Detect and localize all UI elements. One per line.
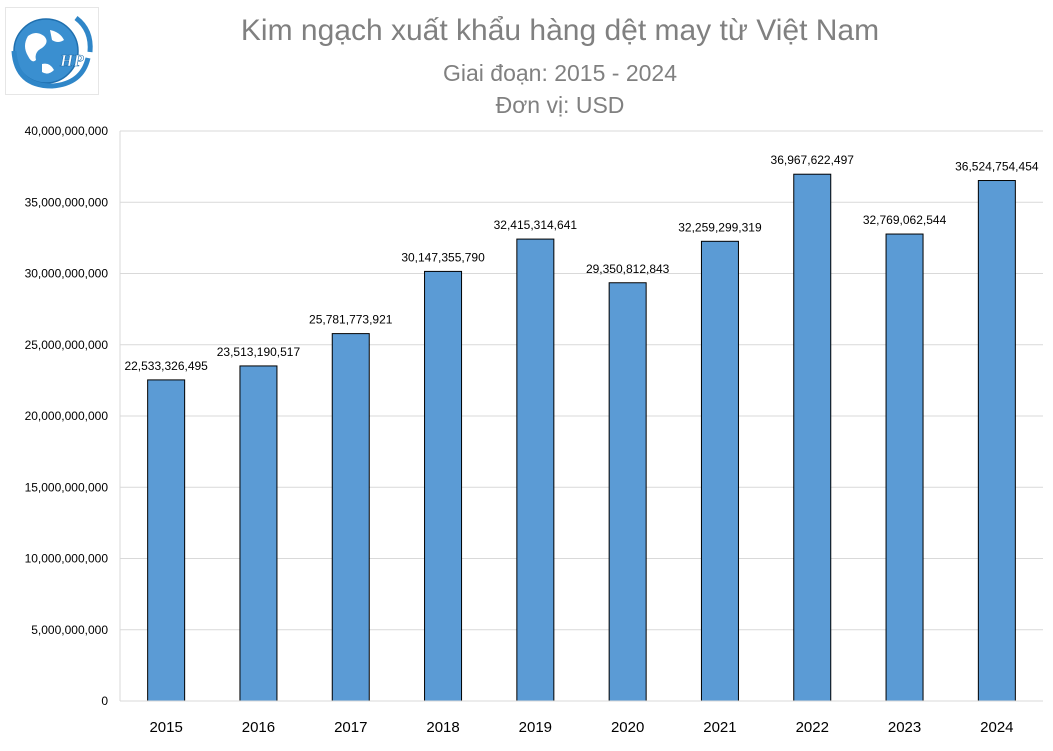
bar-2017: [331, 333, 370, 702]
y-tick-label: 10,000,000,000: [25, 552, 109, 566]
logo: HP: [5, 7, 99, 95]
chart-title: Kim ngạch xuất khẩu hàng dệt may từ Việt…: [240, 14, 880, 47]
data-label-2016: 23,513,190,517: [217, 345, 301, 359]
bar-2015: [147, 379, 186, 702]
bar-2022: [793, 173, 832, 702]
x-tick-label: 2017: [334, 719, 367, 736]
chart-unit: Đơn vị: USD: [495, 92, 625, 118]
x-tick-label: 2016: [242, 719, 275, 736]
x-tick-label: 2020: [611, 719, 644, 736]
chart-subtitle: Giai đoạn: 2015 - 2024: [442, 60, 677, 86]
y-tick-label: 30,000,000,000: [25, 267, 109, 281]
data-label-2020: 29,350,812,843: [586, 262, 670, 276]
data-label-2019: 32,415,314,641: [494, 218, 578, 232]
data-label-2015: 22,533,326,495: [124, 359, 208, 373]
y-tick-label: 5,000,000,000: [31, 623, 108, 637]
y-tick-label: 20,000,000,000: [25, 409, 109, 423]
data-label-2022: 36,967,622,497: [771, 153, 855, 167]
bar-2021: [700, 240, 739, 702]
y-tick-label: 25,000,000,000: [25, 338, 109, 352]
y-tick-label: 35,000,000,000: [25, 195, 109, 209]
x-tick-label: 2018: [426, 719, 459, 736]
data-label-2017: 25,781,773,921: [309, 313, 393, 327]
x-tick-label: 2023: [888, 719, 921, 736]
data-label-2024: 36,524,754,454: [955, 160, 1039, 174]
x-tick-label: 2015: [149, 719, 182, 736]
x-tick-label: 2022: [796, 719, 829, 736]
y-tick-label: 15,000,000,000: [25, 480, 109, 494]
bar-2016: [239, 365, 278, 702]
logo-text: HP: [59, 51, 84, 70]
bar-2018: [424, 270, 463, 702]
x-tick-label: 2021: [703, 719, 736, 736]
x-tick-label: 2024: [980, 719, 1013, 736]
bars: [147, 173, 1016, 702]
y-tick-label: 0: [101, 694, 108, 708]
globe-icon: HP: [11, 16, 93, 89]
data-label-2021: 32,259,299,319: [678, 220, 762, 234]
data-labels: 22,533,326,495 23,513,190,517 25,781,773,9…: [124, 153, 1038, 373]
data-label-2018: 30,147,355,790: [401, 250, 485, 264]
axes: 0 5,000,000,000 10,000,000,000 15,000,000,0…: [25, 124, 1043, 736]
bar-2019: [516, 238, 555, 702]
y-tick-label: 40,000,000,000: [25, 124, 109, 138]
x-tick-label: 2019: [519, 719, 552, 736]
bar-2023: [885, 233, 924, 702]
bar-2020: [608, 282, 647, 702]
bar-2024: [977, 180, 1016, 702]
data-label-2023: 32,769,062,544: [863, 213, 947, 227]
